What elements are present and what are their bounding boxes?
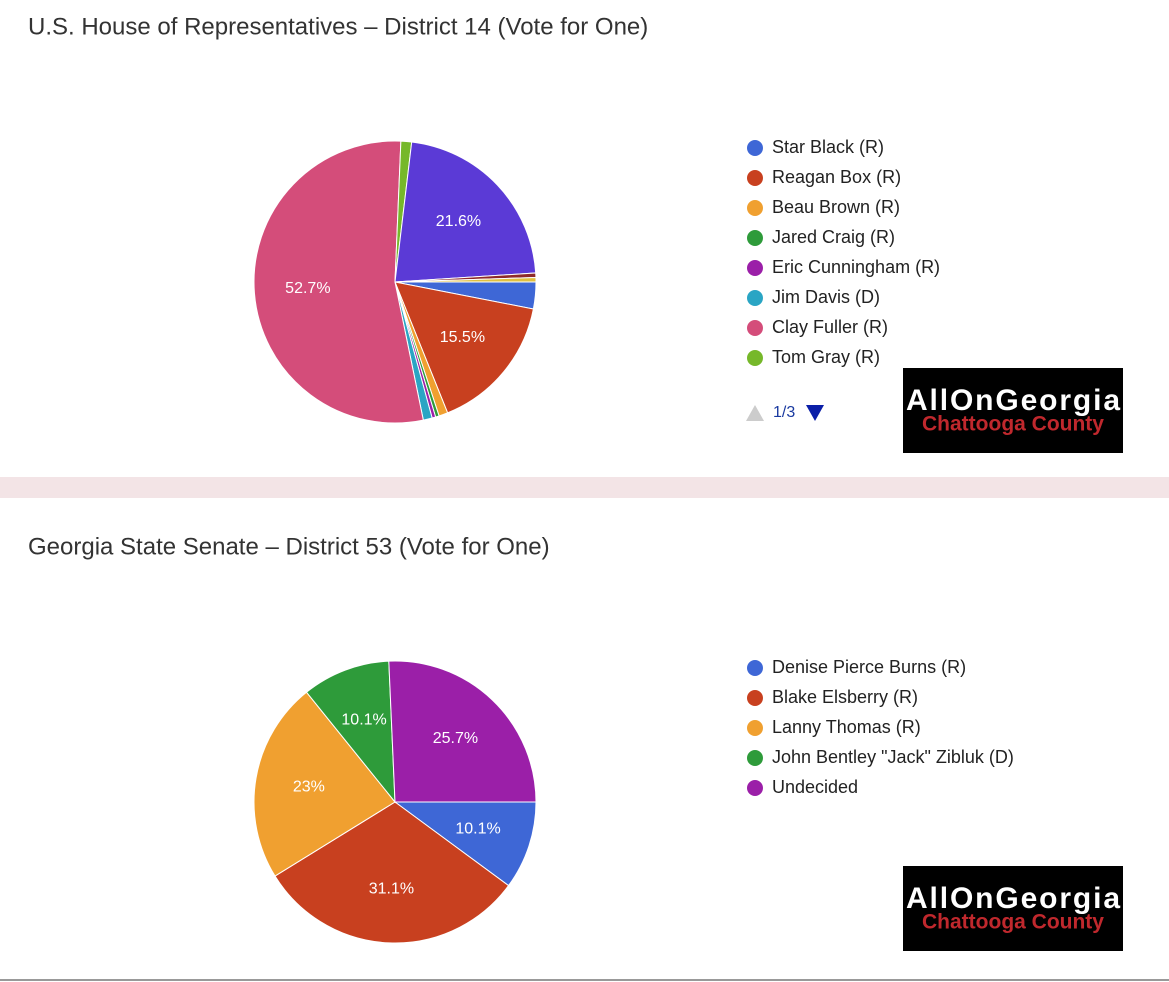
legend-swatch <box>747 290 763 306</box>
legend-label: Star Black (R) <box>772 137 884 157</box>
legend-label: Tom Gray (R) <box>772 347 880 367</box>
legend-swatch <box>747 200 763 216</box>
legend-swatch <box>747 690 763 706</box>
slice-label: 23% <box>293 778 325 795</box>
logo-line1: AllOnGeorgia <box>906 384 1120 417</box>
pie-slice <box>394 276 537 283</box>
slice-label: 15.5% <box>440 329 485 346</box>
logo-line2: Chattooga County <box>922 413 1104 436</box>
logo-box <box>903 866 1123 951</box>
pager-down <box>806 405 824 421</box>
legend-page: 1/3 <box>773 404 795 421</box>
legend-label: Lanny Thomas (R) <box>772 717 921 737</box>
legend-label: Reagan Box (R) <box>772 167 901 187</box>
legend-swatch <box>747 260 763 276</box>
logo-box <box>903 368 1123 453</box>
slice-label: 31.1% <box>369 881 414 898</box>
slice-label: 52.7% <box>285 280 330 297</box>
legend-label: Eric Cunningham (R) <box>772 257 940 277</box>
legend-swatch <box>747 720 763 736</box>
legend-swatch <box>747 170 763 186</box>
logo-line2: Chattooga County <box>922 911 1104 934</box>
legend-swatch <box>747 320 763 336</box>
legend-label: Jared Craig (R) <box>772 227 895 247</box>
legend-label: Clay Fuller (R) <box>772 317 888 337</box>
slice-label: 21.6% <box>436 213 481 230</box>
pager-up <box>746 405 764 421</box>
logo-line1: AllOnGeorgia <box>906 882 1120 915</box>
legend-label: John Bentley "Jack" Zibluk (D) <box>772 747 1014 767</box>
pie-slice <box>253 140 424 424</box>
legend-swatch <box>747 230 763 246</box>
legend-label: Denise Pierce Burns (R) <box>772 657 966 677</box>
pie-slice <box>393 801 537 887</box>
chart-title: U.S. House of Representatives – District… <box>28 13 648 40</box>
pie-slice <box>394 141 537 283</box>
legend-swatch <box>747 750 763 766</box>
legend-label: Blake Elsberry (R) <box>772 687 918 707</box>
pie-slice <box>388 660 537 803</box>
legend-label: Jim Davis (D) <box>772 287 880 307</box>
slice-label: 10.1% <box>341 711 386 728</box>
legend-swatch <box>747 140 763 156</box>
pie-slice <box>394 281 534 414</box>
legend-swatch <box>747 350 763 366</box>
pie-slice <box>305 660 396 804</box>
legend-label: Undecided <box>772 777 858 797</box>
legend-swatch <box>747 780 763 796</box>
slice-label: 25.7% <box>433 730 478 747</box>
slice-label: 10.1% <box>455 820 500 837</box>
pie-slice <box>274 801 510 944</box>
chart-title: Georgia State Senate – District 53 (Vote… <box>28 533 550 560</box>
pie-slice <box>253 691 396 877</box>
legend-label: Beau Brown (R) <box>772 197 900 217</box>
separator <box>0 477 1169 498</box>
legend-swatch <box>747 660 763 676</box>
